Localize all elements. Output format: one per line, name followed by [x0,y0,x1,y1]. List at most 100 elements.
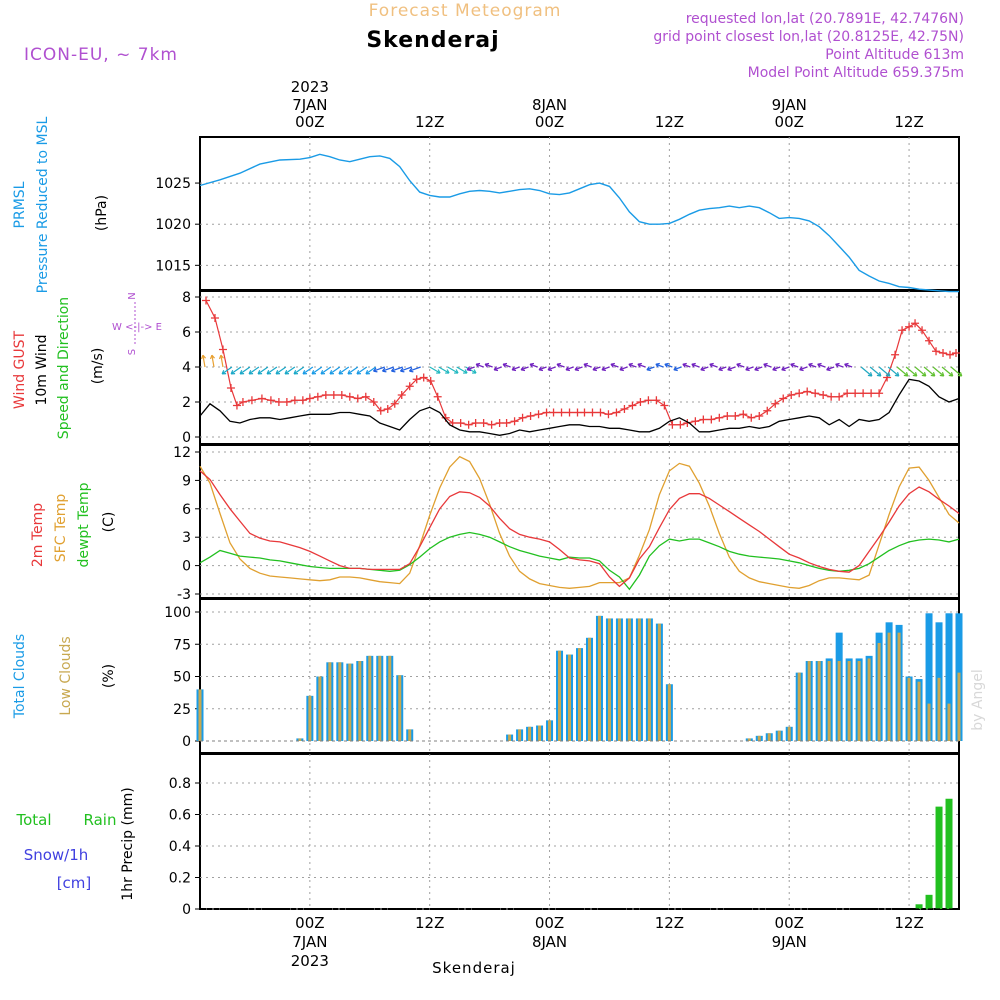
rain-bar [925,894,933,909]
wind-arrow-head [347,369,352,375]
temp-label-sfc: SFC Temp [53,494,69,563]
gust-marker [843,389,852,398]
temp-label-dewpt: dewpt Temp [76,482,92,567]
gust-marker [495,419,504,427]
gust-marker [932,347,941,356]
low-cloud-bar [917,681,921,741]
gust-marker [795,389,804,398]
wind-arrow-head [284,369,290,375]
gust-marker [867,389,876,398]
wind-arrow-head [239,369,245,375]
wind-arrow [628,363,637,368]
compass-we: W <-|-> E [112,322,162,333]
top-year-label: 2023 [291,78,329,96]
total-cloud-bar [945,613,953,741]
low-cloud-bar [508,734,512,741]
y-tick-label: 12 [173,445,191,461]
gust-marker [747,413,756,422]
y-tick-label: 6 [182,325,191,341]
plot-layer: 10151020102502468-3036912025507510000.20… [155,78,963,970]
gust-marker [699,415,708,424]
gridpoint-coords: grid point closest lon,lat (20.8125E, 42… [653,29,964,45]
wind-arrow [941,366,954,377]
gust-marker [337,391,346,399]
y-tick-label: 0 [182,902,191,918]
wind-arrow [284,366,296,375]
wind-arrow [221,366,233,375]
wind-arrow-head [257,369,263,375]
wind-arrow-head [876,372,882,377]
gust-marker [819,391,828,399]
rain-bar [915,904,923,909]
wind-label-10m: 10m Wind [34,334,50,405]
wind-arrow-head [835,362,840,368]
gust-marker [266,396,275,405]
gust-marker [739,410,748,419]
total-cloud-bar [925,613,933,741]
wind-arrow-head [511,366,517,372]
low-cloud-bar [198,689,202,741]
gust-marker [835,392,844,401]
wind-arrow-head [763,362,768,368]
wind-arrow-head [790,362,795,368]
wind-arrow-head [646,366,651,372]
gust-marker [502,419,511,427]
wind-arrow [329,366,341,375]
low-cloud-bar [328,662,332,741]
gust-marker [952,349,961,357]
wind-arrow [718,366,727,371]
y-tick-label: 50 [173,670,191,686]
wind-arrow [466,366,475,371]
y-tick-label: 3 [182,530,191,546]
pressure-line [199,153,959,293]
wind-arrow-head [885,372,891,377]
wind-arrow-head [799,366,804,372]
wind-arrow [373,366,385,372]
gust-marker [612,408,621,417]
wind-arrow [950,366,963,377]
cloud-label-low: Low Clouds [58,636,74,715]
precip-label-rain: Rain [84,811,117,829]
wind-arrow [763,363,772,368]
gust-marker [652,396,661,405]
gust-marker [628,401,637,410]
wind-arrow [844,363,853,368]
gust-marker [238,398,247,406]
wind-arrow [790,363,799,368]
gust-marker [891,350,900,359]
wind-arrow-head [547,366,553,372]
y-tick-label: 25 [173,702,191,718]
wind-arrow-head [320,369,326,375]
wind-arrow [275,366,287,375]
precip-label-cm: [cm] [57,874,92,892]
gust-marker [321,391,330,399]
bottom-hour-label: 00Z [295,914,324,932]
wind-arrow [700,366,709,371]
wind-arrow [538,366,547,371]
wind-arrow [302,366,314,375]
gust-marker [946,350,955,359]
y-tick-label: -3 [177,587,191,603]
wind-arrow-head [221,369,227,375]
precip-label-snow: Snow/1h [24,846,89,864]
wind-arrow [682,363,691,368]
gust-line [205,300,957,426]
y-tick-label: 1020 [155,217,191,233]
gust-marker [226,384,235,392]
wind-arrow [230,366,242,375]
wind-arrow [772,366,781,371]
wind-arrow [347,366,359,375]
wind-arrow-head [619,366,624,372]
wind-arrow [293,366,305,375]
top-title: Forecast Meteogram [369,1,562,21]
low-cloud-bar [398,675,402,741]
low-cloud-bar [767,733,771,741]
requested-coords: requested lon,lat (20.7891E, 42.7476N) [686,11,964,27]
low-cloud-bar [518,729,522,741]
y-tick-label: 1015 [155,258,191,274]
low-cloud-bar [538,725,542,741]
wind-arrow [691,363,700,368]
low-cloud-bar [837,661,841,741]
low-cloud-bar [827,661,831,741]
wind-arrow-head [502,362,508,368]
